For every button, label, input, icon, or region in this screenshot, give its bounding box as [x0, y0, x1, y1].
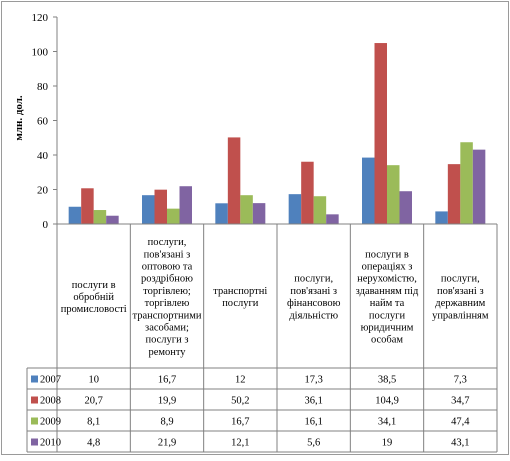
data-label: 19 [382, 438, 393, 449]
y-tick-label: 20 [37, 185, 49, 197]
category-label: пов'язані з [290, 286, 337, 297]
category-label: операціях з [362, 262, 413, 273]
bar-2008 [81, 188, 94, 224]
bar-2008 [154, 189, 167, 224]
data-label: 34,1 [378, 417, 396, 428]
category-label: послуги в [365, 249, 409, 260]
legend-label: 2007 [40, 375, 61, 386]
data-label: 34,7 [451, 396, 469, 407]
data-label: 10 [88, 375, 99, 386]
data-label: 16,7 [231, 417, 249, 428]
category-label: державним [435, 298, 485, 309]
data-label: 16,1 [305, 417, 323, 428]
bar-2008 [374, 43, 387, 224]
category-label: нерухомістю, [357, 274, 417, 285]
bar-2007 [435, 211, 448, 224]
data-label: 7,3 [454, 375, 467, 386]
data-label: 8,9 [160, 417, 173, 428]
legend-label: 2010 [40, 438, 61, 449]
bar-2007 [142, 195, 155, 224]
bar-2009 [167, 208, 180, 224]
bar-2007 [288, 194, 302, 224]
y-axis-label: млн. дол. [13, 95, 25, 141]
bar-2009 [313, 196, 327, 224]
category-label: послуги [369, 310, 406, 321]
bar-2010 [179, 186, 192, 224]
bar-2010 [326, 214, 339, 224]
y-tick-label: 0 [43, 219, 49, 231]
bar-2008 [447, 164, 461, 224]
bar-2009 [460, 142, 473, 224]
bar-2007 [362, 157, 375, 224]
data-label: 12 [235, 375, 246, 386]
data-label: 47,4 [451, 417, 470, 428]
bar-2009 [93, 210, 107, 224]
data-label: 5,6 [307, 438, 320, 449]
data-label: 21,9 [158, 438, 176, 449]
category-label: діяльністю [289, 310, 338, 321]
y-tick-label: 120 [32, 12, 49, 24]
category-label: пов'язані з [144, 249, 191, 260]
data-label: 50,2 [231, 396, 249, 407]
category-label: послуги в [72, 280, 116, 291]
category-label: управлінням [432, 310, 489, 321]
y-tick-label: 100 [32, 47, 49, 59]
category-label: фінансовою [287, 298, 341, 309]
bar-2010 [399, 191, 412, 224]
category-label: послуги, [441, 274, 480, 285]
data-label: 12,1 [231, 438, 249, 449]
category-label: промисловості [61, 304, 127, 315]
data-label: 17,3 [305, 375, 323, 386]
bar-2007 [215, 203, 228, 224]
bar-2008 [301, 161, 314, 224]
category-label: здаванням під [356, 286, 419, 297]
data-label: 8,1 [87, 417, 100, 428]
data-label: 104,9 [375, 396, 399, 407]
bar-2008 [227, 137, 241, 224]
category-label: торгівлею; [143, 286, 191, 297]
y-tick-label: 40 [37, 150, 49, 162]
bar-2009 [387, 165, 400, 224]
category-label: юридичним [361, 323, 414, 334]
category-label: послуги, [294, 274, 333, 285]
data-label: 36,1 [305, 396, 323, 407]
legend-label: 2008 [40, 396, 61, 407]
category-label: транспортними [133, 310, 202, 321]
category-label: обробній [73, 292, 114, 303]
legend-label: 2009 [40, 417, 61, 428]
data-label: 43,1 [451, 438, 469, 449]
category-label: найм та [370, 298, 405, 309]
category-label: послуги, [148, 237, 187, 248]
legend-key-2007 [31, 375, 38, 383]
legend-key-2008 [31, 396, 38, 404]
bar-2010 [472, 149, 486, 224]
data-label: 16,7 [158, 375, 176, 386]
category-label: оптовою та [142, 262, 193, 273]
category-label: пов'язані з [437, 286, 484, 297]
data-label: 4,8 [87, 438, 100, 449]
category-label: засобами; [145, 323, 189, 334]
data-label: 20,7 [85, 396, 103, 407]
y-tick-label: 80 [37, 81, 49, 93]
legend-key-2009 [31, 417, 38, 425]
bar-2010 [252, 203, 266, 224]
y-tick-label: 60 [37, 116, 49, 128]
bar-2007 [68, 206, 82, 224]
category-label: роздрібною [141, 274, 193, 285]
data-label: 19,9 [158, 396, 176, 407]
category-label: ремонту [148, 347, 186, 358]
bar-2009 [240, 195, 253, 224]
category-label: послуги з [146, 335, 189, 346]
bar-2010 [106, 215, 119, 224]
category-label: послуги [222, 298, 259, 309]
category-label: особам [371, 335, 403, 346]
category-label: транспортні [213, 286, 267, 297]
category-label: торгівлею [145, 298, 190, 309]
legend-key-2010 [31, 438, 38, 446]
data-label: 38,5 [378, 375, 396, 386]
